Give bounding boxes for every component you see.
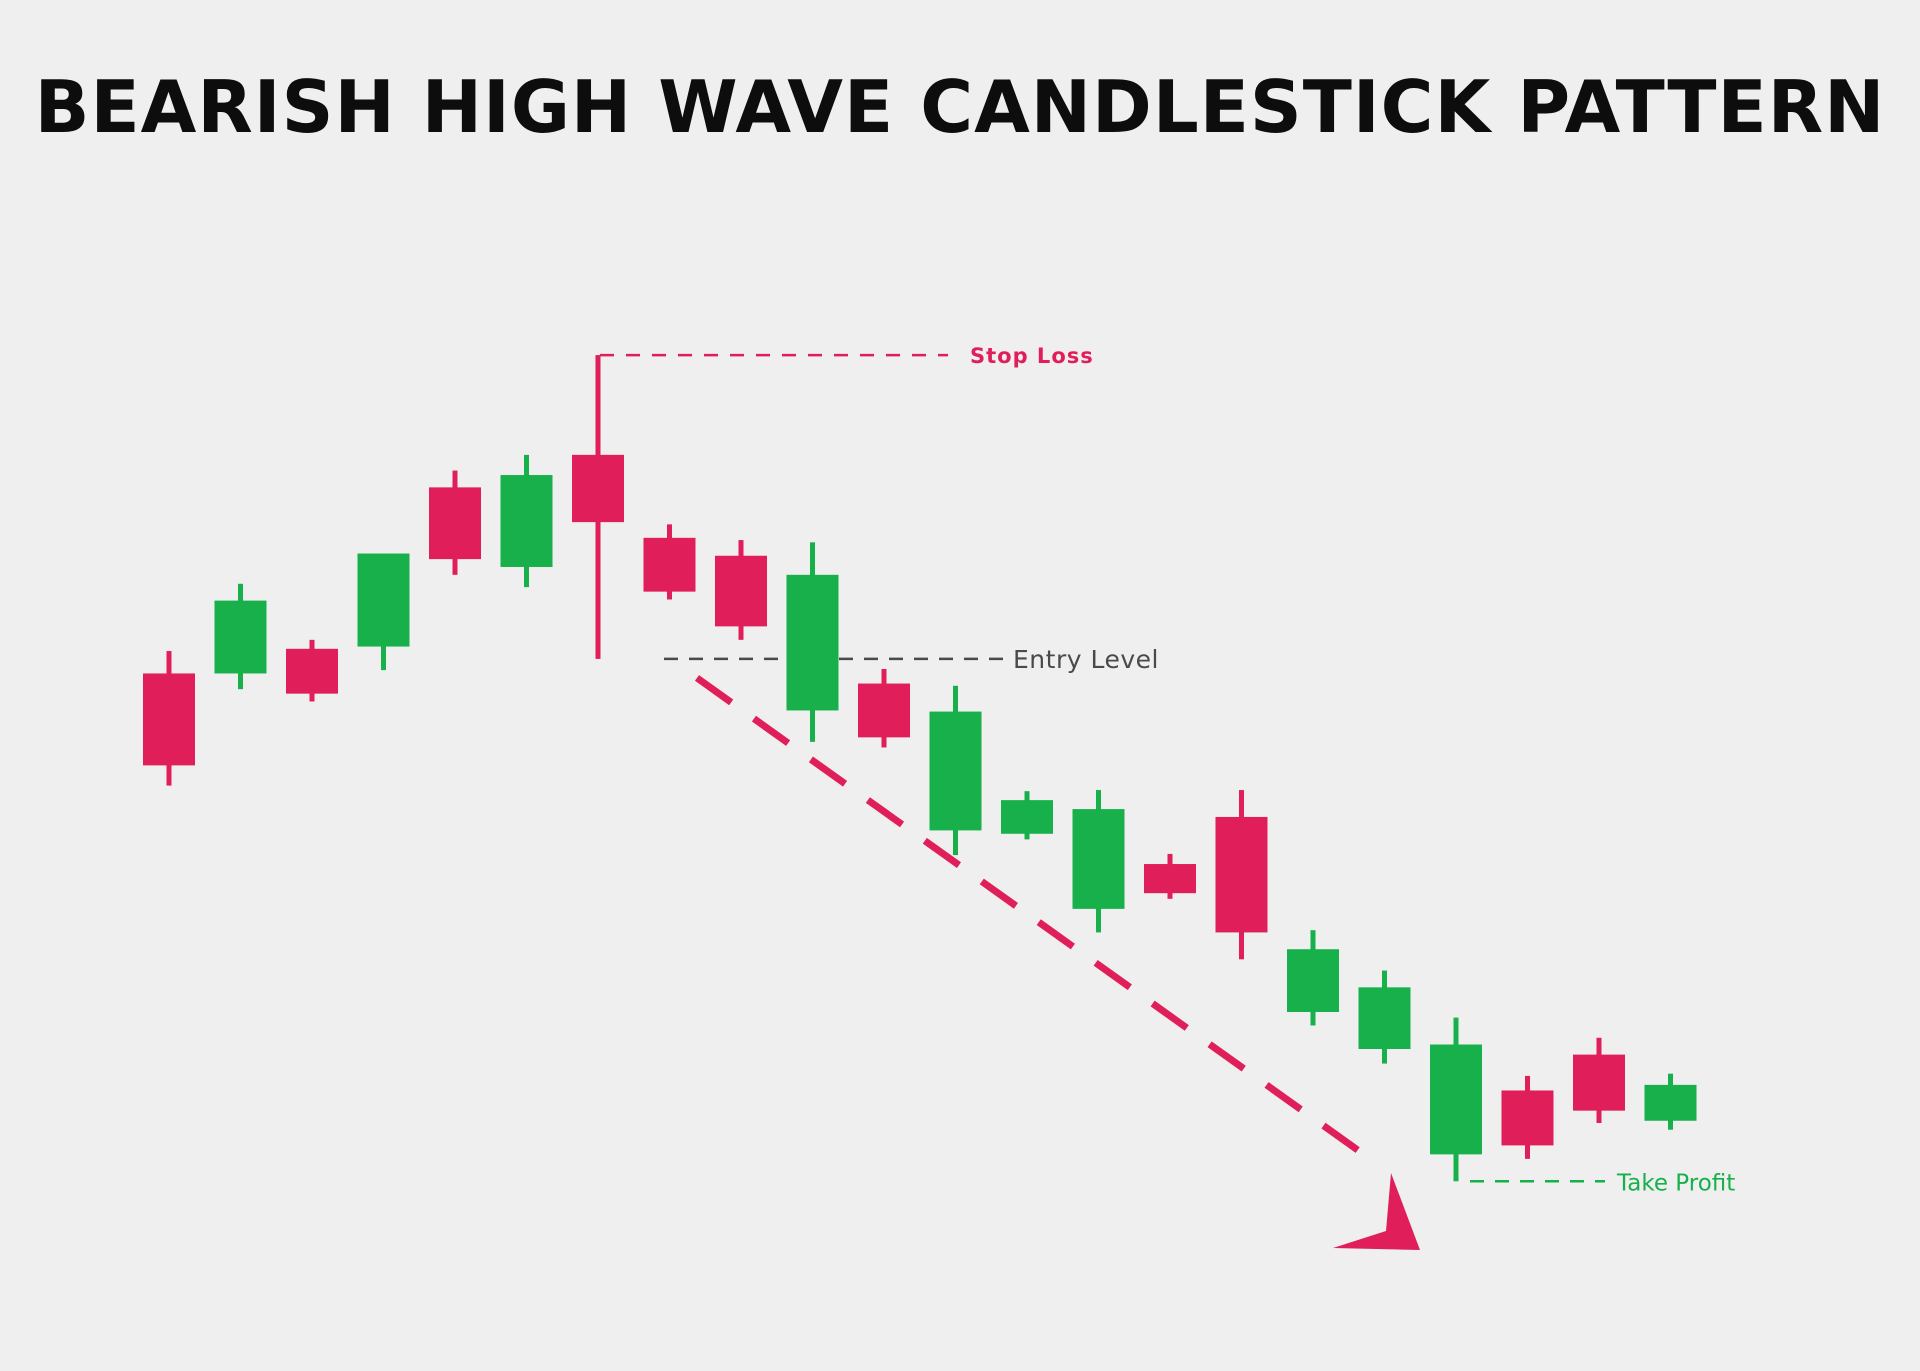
candle bbox=[929, 685, 982, 856]
candle bbox=[643, 524, 696, 600]
candle-body bbox=[572, 454, 624, 523]
price-levels bbox=[600, 353, 1605, 1183]
candle bbox=[858, 668, 910, 748]
candle-body bbox=[1001, 800, 1053, 834]
candle-body bbox=[929, 711, 982, 831]
candle-body bbox=[143, 673, 195, 766]
candle bbox=[357, 553, 410, 671]
candle-body bbox=[357, 553, 410, 647]
candle bbox=[1358, 970, 1411, 1064]
candle-body bbox=[643, 537, 696, 592]
candle bbox=[1430, 1017, 1482, 1182]
candle-body bbox=[500, 475, 553, 567]
candle-body bbox=[1430, 1044, 1482, 1155]
trend-arrow bbox=[694, 675, 1420, 1250]
candle bbox=[786, 542, 839, 742]
candle bbox=[1501, 1075, 1554, 1159]
candle-body bbox=[429, 487, 481, 560]
candle bbox=[1287, 930, 1339, 1026]
trend-arrow-shaft bbox=[694, 675, 1373, 1162]
candle bbox=[1001, 791, 1053, 840]
candle-body bbox=[1215, 816, 1268, 933]
candle bbox=[1072, 790, 1125, 933]
candle-body bbox=[286, 648, 338, 694]
candle bbox=[429, 470, 481, 575]
candle-body bbox=[1358, 987, 1411, 1049]
candle-body bbox=[1501, 1090, 1554, 1146]
candle bbox=[1573, 1037, 1625, 1123]
candle-body bbox=[1144, 864, 1196, 894]
candle bbox=[500, 454, 553, 588]
candle-body bbox=[214, 600, 267, 674]
candle bbox=[1644, 1073, 1697, 1130]
candle-body bbox=[1573, 1054, 1625, 1111]
candles bbox=[143, 355, 1697, 1182]
candle bbox=[715, 540, 767, 640]
trend-arrow-head bbox=[1333, 1173, 1420, 1250]
candle bbox=[143, 651, 195, 786]
take-profit-label: Take Profit bbox=[1616, 1170, 1735, 1196]
candle bbox=[1144, 853, 1196, 899]
candle bbox=[1215, 790, 1268, 960]
stop-loss-label: Stop Loss bbox=[970, 344, 1094, 368]
candle bbox=[572, 355, 624, 659]
candle bbox=[214, 583, 267, 690]
candle-body bbox=[786, 574, 839, 711]
level-labels: Stop Loss Entry Level Take Profit bbox=[970, 344, 1735, 1196]
candle-body bbox=[715, 555, 767, 627]
entry-level-label: Entry Level bbox=[1013, 645, 1159, 674]
candle-body bbox=[1644, 1084, 1697, 1121]
candle-body bbox=[1287, 949, 1339, 1013]
candle bbox=[286, 639, 338, 702]
candle-body bbox=[1072, 809, 1125, 909]
chart-title: BEARISH HIGH WAVE CANDLESTICK PATTERN bbox=[34, 65, 1886, 149]
candle-body bbox=[858, 683, 910, 738]
